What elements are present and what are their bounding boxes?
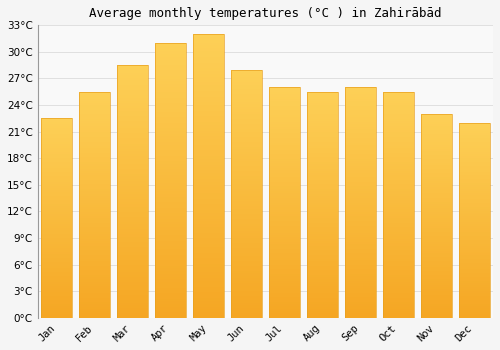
Title: Average monthly temperatures (°C ) in Zahirābād: Average monthly temperatures (°C ) in Za…	[89, 7, 442, 20]
Bar	[193, 34, 224, 318]
Bar	[155, 43, 186, 318]
Bar	[420, 114, 452, 318]
Bar	[269, 88, 300, 318]
Bar	[306, 92, 338, 318]
Bar	[41, 118, 72, 318]
Bar	[231, 70, 262, 318]
Bar	[458, 123, 490, 318]
Bar	[117, 65, 148, 318]
Bar	[344, 88, 376, 318]
Bar	[382, 92, 414, 318]
Bar	[79, 92, 110, 318]
